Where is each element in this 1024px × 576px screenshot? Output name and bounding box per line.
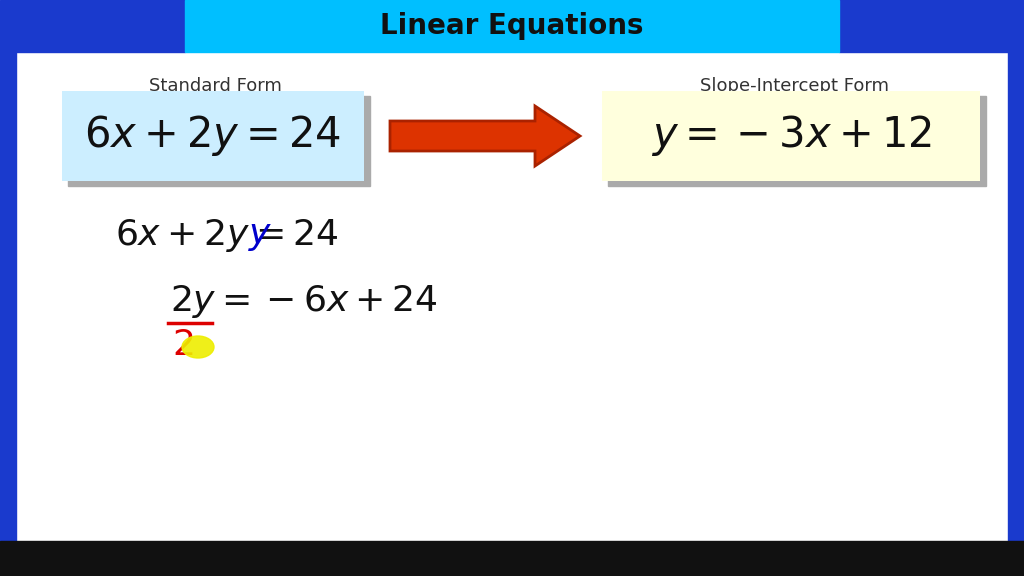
Ellipse shape <box>182 336 214 358</box>
Text: Slope-Intercept Form: Slope-Intercept Form <box>700 77 890 95</box>
Bar <box>0 541 1024 576</box>
Text: $y$: $y$ <box>248 219 272 253</box>
Bar <box>185 0 839 52</box>
Bar <box>62 91 364 181</box>
Text: Standard Form: Standard Form <box>148 77 282 95</box>
Text: $2y = -6x + 24$: $2y = -6x + 24$ <box>170 282 437 320</box>
Bar <box>1008 52 1024 541</box>
Text: $2$: $2$ <box>172 328 194 362</box>
Text: Linear Equations: Linear Equations <box>380 12 644 40</box>
Text: $y = -3x + 12$: $y = -3x + 12$ <box>650 113 932 158</box>
Bar <box>602 91 980 181</box>
Bar <box>839 0 1024 52</box>
Bar <box>602 91 980 181</box>
Text: $6x + 2y = 24$: $6x + 2y = 24$ <box>84 113 342 158</box>
Bar <box>0 52 16 541</box>
Bar <box>608 96 986 186</box>
Bar <box>62 91 364 181</box>
Polygon shape <box>390 106 580 166</box>
Bar <box>68 96 370 186</box>
Bar <box>0 0 185 52</box>
Text: $6x + 2y = 24$: $6x + 2y = 24$ <box>115 218 338 255</box>
